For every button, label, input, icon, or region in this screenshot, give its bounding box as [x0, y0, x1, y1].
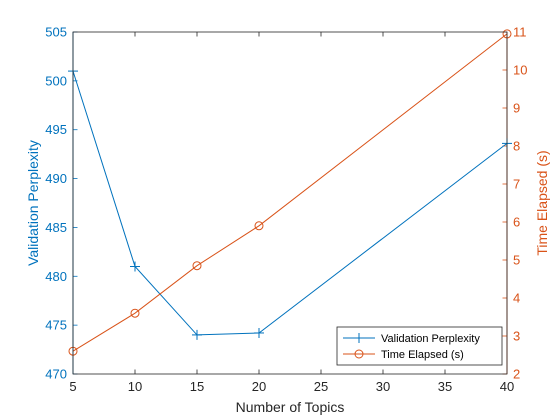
- y-left-tick-label: 495: [45, 122, 67, 137]
- y-left-tick-label: 485: [45, 220, 67, 235]
- y-left-tick-label: 475: [45, 318, 67, 333]
- x-axis-label: Number of Topics: [236, 399, 345, 415]
- legend: Validation Perplexity Time Elapsed (s): [336, 326, 503, 366]
- y-right-axis-label: Time Elapsed (s): [534, 150, 550, 255]
- y-right-tick-label: 2: [513, 367, 520, 382]
- legend-marker: [354, 333, 364, 343]
- series-time-elapsed: [68, 29, 512, 356]
- y-right-tick-label: 6: [513, 215, 520, 230]
- x-tick-label: 30: [376, 379, 390, 394]
- y-right-tick-label: 8: [513, 139, 520, 154]
- y-left-axis-label: Validation Perplexity: [25, 140, 41, 266]
- y-left-tick-label: 470: [45, 367, 67, 382]
- x-tick-label: 15: [190, 379, 204, 394]
- y-left-tick-label: 480: [45, 269, 67, 284]
- y-left-tick-label: 490: [45, 171, 67, 186]
- legend-box: [336, 326, 503, 366]
- x-tick-label: 35: [438, 379, 452, 394]
- y-right-tick-label: 9: [513, 101, 520, 116]
- data-point: [254, 327, 264, 338]
- y-right-tick-label: 7: [513, 177, 520, 192]
- plot-area: [73, 32, 507, 374]
- y-right-tick-label: 5: [513, 253, 520, 268]
- y-right-tick-label: 10: [513, 63, 527, 78]
- x-tick-label: 20: [252, 379, 266, 394]
- x-tick-label: 5: [69, 379, 76, 394]
- data-point: [130, 308, 140, 318]
- data-point: [192, 261, 202, 271]
- legend-marker: [354, 349, 364, 359]
- data-point: [254, 221, 264, 231]
- x-tick-label: 10: [128, 379, 142, 394]
- y-right-tick-label: 3: [513, 329, 520, 344]
- plot-frame: [72, 31, 508, 375]
- data-point: [192, 329, 202, 340]
- legend-label: Validation Perplexity: [381, 333, 480, 345]
- legend-item: Validation Perplexity: [343, 333, 480, 345]
- legend-item: Time Elapsed (s): [343, 349, 464, 361]
- data-point: [130, 261, 140, 272]
- y-right-tick-label: 11: [513, 25, 527, 40]
- x-tick-label: 25: [314, 379, 328, 394]
- legend-label: Time Elapsed (s): [381, 349, 464, 361]
- x-tick-label: 40: [500, 379, 514, 394]
- y-left-tick-label: 500: [45, 73, 67, 88]
- y-right-tick-label: 4: [513, 291, 520, 306]
- y-left-tick-label: 505: [45, 25, 67, 40]
- series-line: [72, 33, 508, 352]
